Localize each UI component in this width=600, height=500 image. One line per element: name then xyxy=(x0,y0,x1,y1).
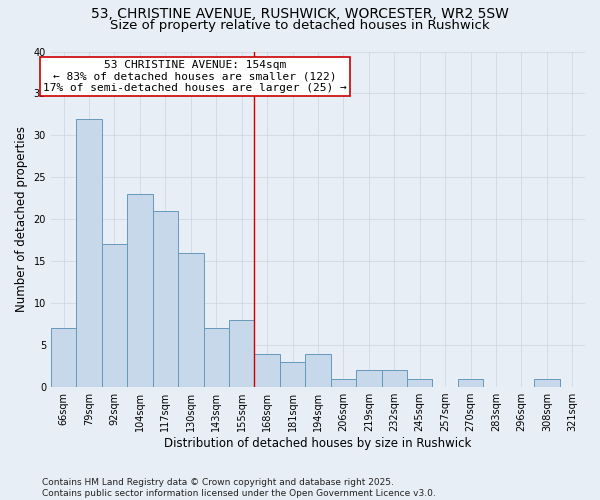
Bar xyxy=(407,378,433,387)
Text: Contains HM Land Registry data © Crown copyright and database right 2025.
Contai: Contains HM Land Registry data © Crown c… xyxy=(42,478,436,498)
Bar xyxy=(127,194,152,387)
Bar xyxy=(305,354,331,387)
Y-axis label: Number of detached properties: Number of detached properties xyxy=(15,126,28,312)
Bar xyxy=(254,354,280,387)
Bar xyxy=(331,378,356,387)
Bar xyxy=(152,211,178,387)
Bar xyxy=(51,328,76,387)
Bar xyxy=(382,370,407,387)
Bar xyxy=(280,362,305,387)
Bar xyxy=(229,320,254,387)
Text: 53 CHRISTINE AVENUE: 154sqm
← 83% of detached houses are smaller (122)
17% of se: 53 CHRISTINE AVENUE: 154sqm ← 83% of det… xyxy=(43,60,347,93)
Bar xyxy=(178,253,203,387)
Bar xyxy=(203,328,229,387)
Text: 53, CHRISTINE AVENUE, RUSHWICK, WORCESTER, WR2 5SW: 53, CHRISTINE AVENUE, RUSHWICK, WORCESTE… xyxy=(91,8,509,22)
Bar xyxy=(356,370,382,387)
Bar xyxy=(534,378,560,387)
Bar xyxy=(76,118,102,387)
X-axis label: Distribution of detached houses by size in Rushwick: Distribution of detached houses by size … xyxy=(164,437,472,450)
Bar xyxy=(458,378,483,387)
Text: Size of property relative to detached houses in Rushwick: Size of property relative to detached ho… xyxy=(110,19,490,32)
Bar xyxy=(102,244,127,387)
